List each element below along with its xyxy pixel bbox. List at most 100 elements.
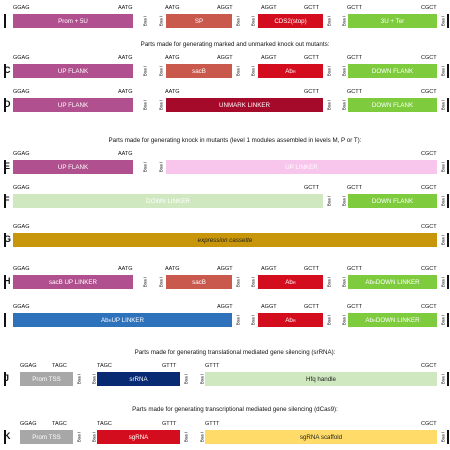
bsa-site: Bsa I [440,99,446,111]
bsa-site: Bsa I [326,15,332,27]
section-letter: D [4,99,11,109]
overhang-label: GTTT [205,421,220,427]
section-caption: Parts made for generating knock in mutan… [108,137,362,144]
overhang-label: AATG [165,5,180,11]
overhang-label: AGGT [261,304,277,310]
end-cap [4,372,6,386]
overhang-label: AGGT [217,5,233,11]
bsa-site: Bsa I [91,373,97,385]
part-segment: Ab R [258,64,323,78]
overhang-label: AGGT [217,266,233,272]
bsa-site: Bsa I [158,65,164,77]
overhang-label: TAGC [97,421,112,427]
bsa-site: Bsa I [341,99,347,111]
overhang-label: AATG [118,151,133,157]
bsa-site: Bsa I [158,276,164,288]
bsa-site: Bsa I [76,373,82,385]
overhang-label: GCTT [347,266,362,272]
bsa-site: Bsa I [440,195,446,207]
overhang-label: GCTT [304,266,319,272]
overhang-label: AGGT [217,55,233,61]
section-letter: G [4,234,12,244]
bsa-site: Bsa I [341,65,347,77]
overhang-label: GCTT [347,5,362,11]
overhang-label: TAGC [52,421,67,427]
overhang-label: GCTT [347,89,362,95]
overhang-label: GCTT [304,5,319,11]
section-letter: J [4,373,10,383]
bsa-site: Bsa I [440,65,446,77]
overhang-label: CGCT [421,266,437,272]
overhang-label: AGGT [217,304,233,310]
overhang-label: AATG [118,89,133,95]
bsa-site: Bsa I [235,314,241,326]
overhang-label: GGAG [13,185,30,191]
part-segment: Hfq handle [205,372,437,386]
section-letter: E [4,161,11,171]
bsa-site: Bsa I [440,373,446,385]
end-cap [4,275,6,289]
end-cap [447,233,449,247]
end-cap [447,313,449,327]
overhang-label: GTTT [162,421,177,427]
bsa-site: Bsa I [250,314,256,326]
overhang-label: AGGT [261,5,277,11]
part-segment: Ab R DOWN LINKER [348,275,437,289]
overhang-label: AATG [118,5,133,11]
overhang-label: GGAG [13,55,30,61]
overhang-label: CGCT [421,421,437,427]
bsa-site: Bsa I [440,15,446,27]
bsa-site: Bsa I [183,373,189,385]
part-segment: Ab R UP LINKER [13,313,232,327]
end-cap [4,64,6,78]
section-caption: Parts made for generating transcriptiona… [132,406,338,413]
end-cap [4,14,6,28]
bsa-site: Bsa I [158,15,164,27]
overhang-label: CGCT [421,151,437,157]
bsa-site: Bsa I [158,99,164,111]
end-cap [447,430,449,444]
bsa-site: Bsa I [183,431,189,443]
bsa-site: Bsa I [250,276,256,288]
overhang-label: GCTT [304,304,319,310]
part-segment: UP FLANK [13,64,133,78]
bsa-site: Bsa I [158,161,164,173]
end-cap [4,233,6,247]
bsa-site: Bsa I [326,195,332,207]
end-cap [447,14,449,28]
part-segment: DOWN LINKER [13,194,323,208]
bsa-site: Bsa I [326,314,332,326]
bsa-site: Bsa I [235,15,241,27]
overhang-label: AATG [165,266,180,272]
part-segment: sgRNA scaffold [205,430,437,444]
overhang-label: GTTT [205,363,220,369]
part-segment: Prom + 5U [13,14,133,28]
overhang-label: CGCT [421,304,437,310]
bsa-site: Bsa I [341,195,347,207]
section-letter: K [4,431,11,441]
overhang-label: GGAG [13,224,30,230]
overhang-label: AGGT [261,55,277,61]
end-cap [4,194,6,208]
overhang-label: GCTT [347,304,362,310]
overhang-label: GGAG [20,421,37,427]
bsa-site: Bsa I [440,161,446,173]
bsa-site: Bsa I [142,65,148,77]
part-segment: Ab R [258,313,323,327]
end-cap [447,372,449,386]
overhang-label: CGCT [421,224,437,230]
section-caption: Parts made for generating marked and unm… [140,41,330,48]
overhang-label: GGAG [13,266,30,272]
part-segment: sacB [166,64,232,78]
overhang-label: GGAG [13,89,30,95]
overhang-label: AATG [165,89,180,95]
overhang-label: GTTT [162,363,177,369]
part-segment: DOWN FLANK [348,98,437,112]
part-segment: sacB [166,275,232,289]
overhang-label: GGAG [13,304,30,310]
bsa-site: Bsa I [341,314,347,326]
bsa-site: Bsa I [235,276,241,288]
bsa-site: Bsa I [142,15,148,27]
part-segment: DOWN FLANK [348,64,437,78]
part-segment: Ab R [258,275,323,289]
